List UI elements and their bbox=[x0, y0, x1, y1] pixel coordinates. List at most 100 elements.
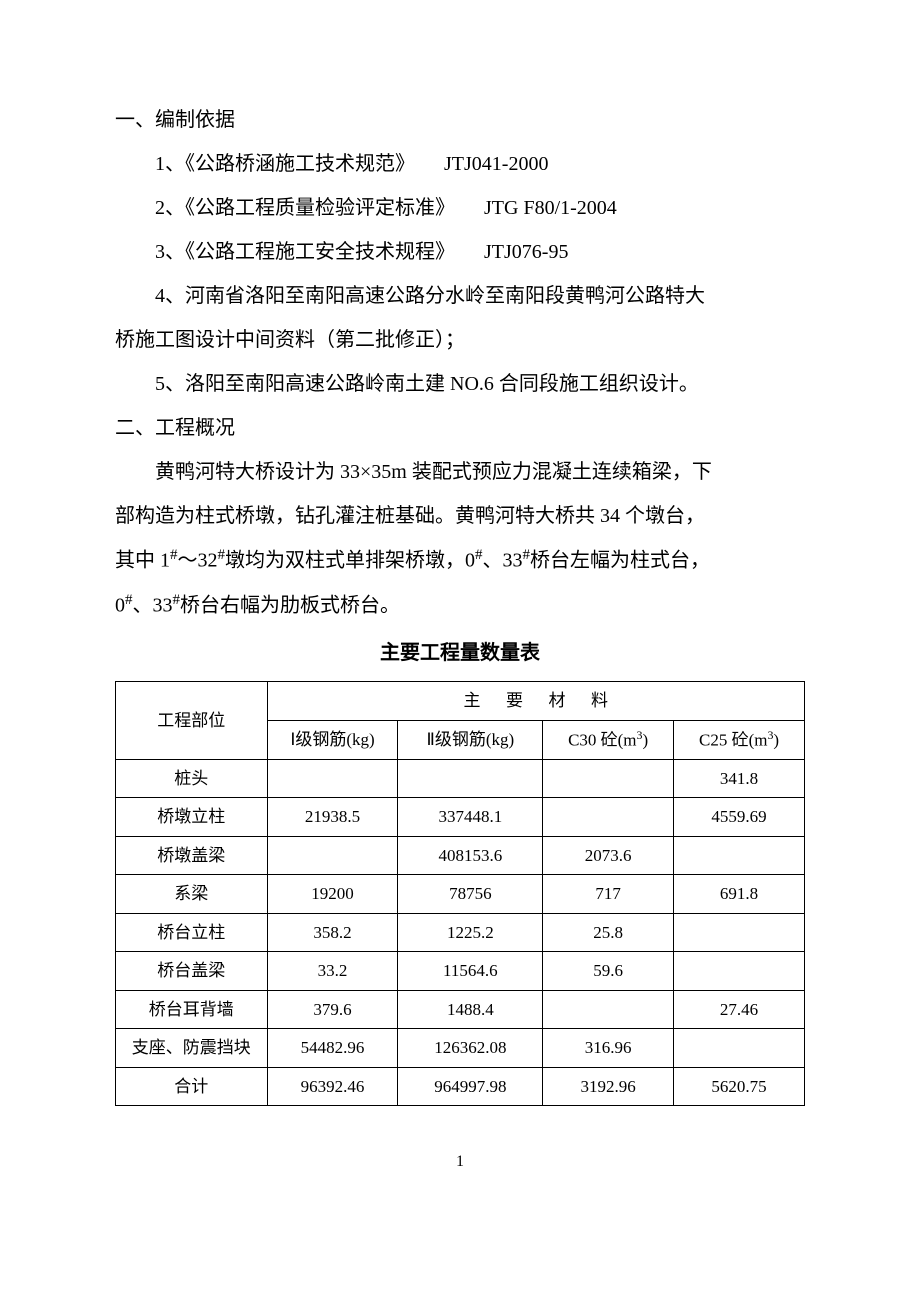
table-cell bbox=[543, 798, 674, 837]
table-body: 桩头 341.8 桥墩立柱21938.5337448.1 4559.69 桥墩盖梁 408… bbox=[116, 759, 805, 1106]
table-cell: 桥墩立柱 bbox=[116, 798, 268, 837]
para-line3: 其中 1#～32#墩均为双柱式单排架桥墩，0#、33#桥台左幅为柱式台， bbox=[115, 540, 805, 581]
th-sub-3a: C30 砼(m bbox=[568, 730, 636, 749]
table-cell: 桩头 bbox=[116, 759, 268, 798]
table-cell: 78756 bbox=[398, 875, 543, 914]
para-line3-a: 其中 1 bbox=[115, 550, 170, 572]
table-cell: 126362.08 bbox=[398, 1029, 543, 1068]
section1-heading: 一、编制依据 bbox=[115, 100, 805, 140]
table-row: 桥台盖梁33.211564.659.6 bbox=[116, 952, 805, 991]
hash-1: # bbox=[170, 547, 178, 563]
table-title: 主要工程量数量表 bbox=[115, 633, 805, 673]
table-cell: 桥墩盖梁 bbox=[116, 836, 268, 875]
table-cell bbox=[674, 913, 805, 952]
table-cell bbox=[267, 836, 398, 875]
table-cell: 54482.96 bbox=[267, 1029, 398, 1068]
table-cell: 2073.6 bbox=[543, 836, 674, 875]
table-cell bbox=[267, 759, 398, 798]
quantity-table: 工程部位 主要材料 Ⅰ级钢筋(kg) Ⅱ级钢筋(kg) C30 砼(m3) C2… bbox=[115, 681, 805, 1106]
th-sub-2: Ⅱ级钢筋(kg) bbox=[398, 720, 543, 759]
table-cell: 717 bbox=[543, 875, 674, 914]
table-cell: 合计 bbox=[116, 1067, 268, 1106]
table-cell bbox=[543, 990, 674, 1029]
table-cell: 33.2 bbox=[267, 952, 398, 991]
th-sub-1: Ⅰ级钢筋(kg) bbox=[267, 720, 398, 759]
table-cell: 408153.6 bbox=[398, 836, 543, 875]
table-cell: 5620.75 bbox=[674, 1067, 805, 1106]
table-cell: 316.96 bbox=[543, 1029, 674, 1068]
table-cell: 27.46 bbox=[674, 990, 805, 1029]
table-cell: 337448.1 bbox=[398, 798, 543, 837]
table-row: 桥墩立柱21938.5337448.1 4559.69 bbox=[116, 798, 805, 837]
hash-5: # bbox=[125, 592, 133, 608]
table-cell: 19200 bbox=[267, 875, 398, 914]
table-cell: 3192.96 bbox=[543, 1067, 674, 1106]
para-line3-c: 墩均为双柱式单排架桥墩，0 bbox=[225, 550, 475, 572]
th-span: 主要材料 bbox=[267, 682, 804, 721]
table-cell bbox=[674, 952, 805, 991]
spec-text-3: 3、《公路工程施工安全技术规程》 bbox=[155, 241, 455, 263]
spec-item-4-line1: 4、河南省洛阳至南阳高速公路分水岭至南阳段黄鸭河公路特大 bbox=[115, 276, 805, 316]
table-cell: 桥台立柱 bbox=[116, 913, 268, 952]
table-cell: 358.2 bbox=[267, 913, 398, 952]
table-cell: 支座、防震挡块 bbox=[116, 1029, 268, 1068]
hash-2: # bbox=[218, 547, 226, 563]
spec-code-1: JTJ041-2000 bbox=[444, 153, 548, 175]
para-line4-b: 、33 bbox=[133, 594, 173, 616]
table-row: 桥墩盖梁 408153.62073.6 bbox=[116, 836, 805, 875]
spec-code-2: JTG F80/1-2004 bbox=[484, 197, 617, 219]
table-row: 桥台耳背墙379.61488.4 27.46 bbox=[116, 990, 805, 1029]
para-line3-b: ～32 bbox=[178, 550, 218, 572]
para-line2: 部构造为柱式桥墩，钻孔灌注桩基础。黄鸭河特大桥共 34 个墩台， bbox=[115, 496, 805, 536]
table-header-row-1: 工程部位 主要材料 bbox=[116, 682, 805, 721]
hash-4: # bbox=[523, 547, 531, 563]
para-line4-c: 桥台右幅为肋板式桥台。 bbox=[180, 594, 400, 616]
table-cell bbox=[674, 836, 805, 875]
table-cell: 691.8 bbox=[674, 875, 805, 914]
table-cell: 964997.98 bbox=[398, 1067, 543, 1106]
table-row: 桩头 341.8 bbox=[116, 759, 805, 798]
section2-heading: 二、工程概况 bbox=[115, 408, 805, 448]
table-cell: 桥台耳背墙 bbox=[116, 990, 268, 1029]
table-row: 桥台立柱358.21225.225.8 bbox=[116, 913, 805, 952]
table-cell: 11564.6 bbox=[398, 952, 543, 991]
spec-text-2: 2、《公路工程质量检验评定标准》 bbox=[155, 197, 455, 219]
para-line4-a: 0 bbox=[115, 594, 125, 616]
table-cell: 96392.46 bbox=[267, 1067, 398, 1106]
table-row: 系梁1920078756717691.8 bbox=[116, 875, 805, 914]
table-cell: 4559.69 bbox=[674, 798, 805, 837]
table-cell: 59.6 bbox=[543, 952, 674, 991]
para-line3-e: 桥台左幅为柱式台， bbox=[530, 550, 710, 572]
table-row: 合计96392.46964997.983192.965620.75 bbox=[116, 1067, 805, 1106]
para-line4: 0#、33#桥台右幅为肋板式桥台。 bbox=[115, 585, 805, 626]
th-sub-4: C25 砼(m3) bbox=[674, 720, 805, 759]
th-sub-3b: ) bbox=[643, 730, 649, 749]
table-cell bbox=[543, 759, 674, 798]
hash-6: # bbox=[173, 592, 181, 608]
table-cell: 1225.2 bbox=[398, 913, 543, 952]
spec-item-2: 2、《公路工程质量检验评定标准》 JTG F80/1-2004 bbox=[115, 188, 805, 228]
th-sub-3: C30 砼(m3) bbox=[543, 720, 674, 759]
page-number: 1 bbox=[115, 1146, 805, 1178]
spec-item-1: 1、《公路桥涵施工技术规范》 JTJ041-2000 bbox=[115, 144, 805, 184]
table-cell: 25.8 bbox=[543, 913, 674, 952]
spec-text-1: 1、《公路桥涵施工技术规范》 bbox=[155, 153, 415, 175]
table-row: 支座、防震挡块54482.96126362.08316.96 bbox=[116, 1029, 805, 1068]
spec-item-4-line2: 桥施工图设计中间资料（第二批修正）； bbox=[115, 320, 805, 360]
th-sub-4b: ) bbox=[773, 730, 779, 749]
table-cell: 379.6 bbox=[267, 990, 398, 1029]
para-line1: 黄鸭河特大桥设计为 33×35m 装配式预应力混凝土连续箱梁，下 bbox=[115, 452, 805, 492]
spec-code-3: JTJ076-95 bbox=[484, 241, 568, 263]
hash-3: # bbox=[475, 547, 483, 563]
table-cell: 21938.5 bbox=[267, 798, 398, 837]
table-cell: 系梁 bbox=[116, 875, 268, 914]
table-cell: 1488.4 bbox=[398, 990, 543, 1029]
para-line3-d: 、33 bbox=[483, 550, 523, 572]
th-col1: 工程部位 bbox=[116, 682, 268, 760]
th-sub-4a: C25 砼(m bbox=[699, 730, 767, 749]
table-cell: 341.8 bbox=[674, 759, 805, 798]
spec-item-3: 3、《公路工程施工安全技术规程》 JTJ076-95 bbox=[115, 232, 805, 272]
th-span-text: 主要材料 bbox=[438, 691, 634, 710]
table-cell: 桥台盖梁 bbox=[116, 952, 268, 991]
spec-item-5: 5、洛阳至南阳高速公路岭南土建 NO.6 合同段施工组织设计。 bbox=[115, 364, 805, 404]
